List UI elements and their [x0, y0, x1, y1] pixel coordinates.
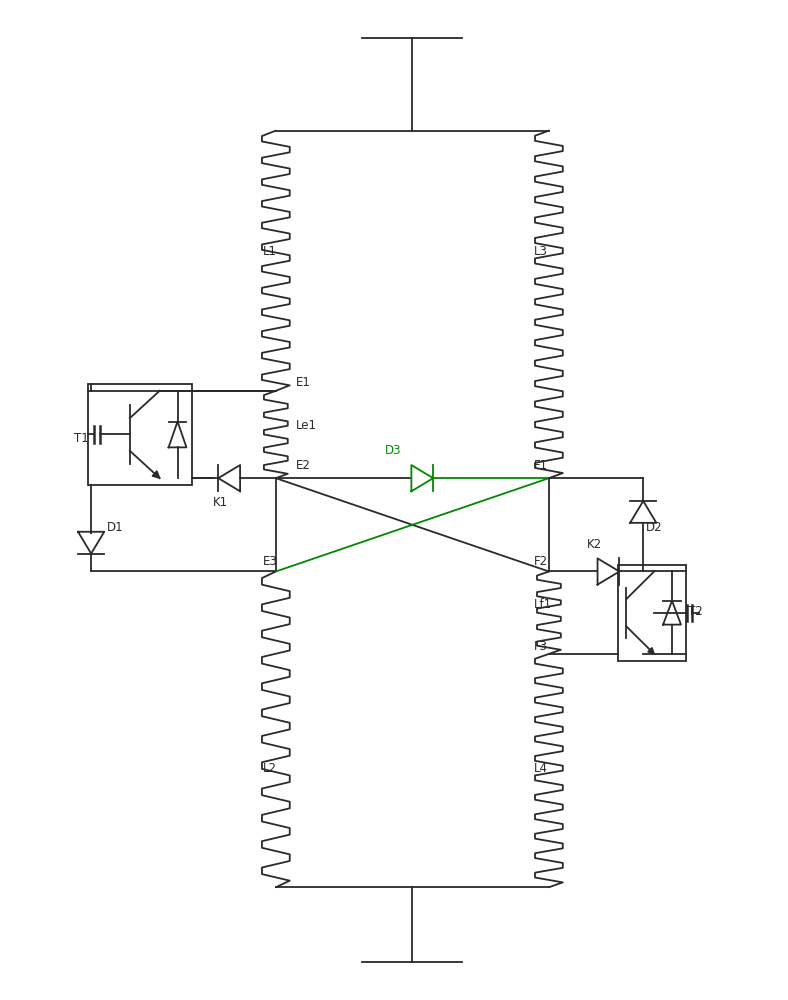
Text: L1: L1: [263, 245, 277, 258]
Text: K1: K1: [214, 496, 229, 509]
Text: D2: D2: [646, 521, 663, 534]
Text: F2: F2: [534, 555, 548, 568]
Text: T2: T2: [688, 605, 703, 618]
Text: E2: E2: [296, 459, 310, 472]
Bar: [619, 565, 686, 661]
Text: E3: E3: [263, 555, 277, 568]
Polygon shape: [648, 648, 654, 654]
Polygon shape: [152, 471, 160, 478]
Text: F3: F3: [534, 640, 548, 653]
Text: Lf1: Lf1: [534, 598, 552, 611]
Text: F1: F1: [534, 459, 548, 472]
Text: T1: T1: [74, 432, 89, 445]
Text: L3: L3: [534, 245, 548, 258]
Bar: [88, 384, 192, 485]
Text: Le1: Le1: [296, 419, 317, 432]
Text: K2: K2: [586, 538, 602, 551]
Text: L4: L4: [534, 762, 548, 775]
Text: D1: D1: [107, 521, 124, 534]
Text: E1: E1: [296, 376, 310, 389]
Text: D3: D3: [385, 444, 402, 457]
Text: L2: L2: [263, 762, 277, 775]
